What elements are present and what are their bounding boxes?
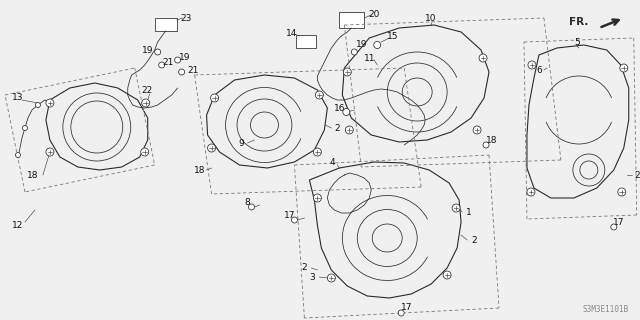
- Text: 10: 10: [426, 13, 437, 22]
- Circle shape: [611, 224, 617, 230]
- Text: 15: 15: [387, 31, 398, 41]
- Text: 18: 18: [194, 165, 205, 174]
- Circle shape: [211, 94, 219, 102]
- Text: 8: 8: [244, 197, 250, 206]
- Circle shape: [343, 108, 350, 116]
- Text: 17: 17: [613, 218, 625, 227]
- Circle shape: [473, 126, 481, 134]
- Text: 18: 18: [486, 135, 498, 145]
- Text: 18: 18: [27, 171, 38, 180]
- Text: 2: 2: [634, 171, 639, 180]
- Circle shape: [443, 271, 451, 279]
- Text: 21: 21: [162, 58, 173, 67]
- Text: 21: 21: [187, 66, 198, 75]
- Circle shape: [374, 42, 381, 49]
- Text: 11: 11: [364, 53, 375, 62]
- Text: 22: 22: [141, 85, 152, 94]
- Circle shape: [159, 62, 164, 68]
- Text: 2: 2: [335, 124, 340, 132]
- Text: FR.: FR.: [570, 17, 589, 27]
- FancyBboxPatch shape: [155, 18, 177, 31]
- Text: 4: 4: [330, 157, 335, 166]
- Circle shape: [291, 217, 298, 223]
- Text: 20: 20: [369, 10, 380, 19]
- Circle shape: [35, 102, 40, 108]
- Circle shape: [327, 274, 335, 282]
- Circle shape: [483, 142, 489, 148]
- Circle shape: [618, 188, 626, 196]
- Circle shape: [620, 64, 628, 72]
- Circle shape: [175, 57, 180, 63]
- Circle shape: [452, 204, 460, 212]
- Text: 2: 2: [471, 236, 477, 244]
- Circle shape: [179, 69, 184, 75]
- FancyBboxPatch shape: [339, 12, 364, 28]
- Circle shape: [141, 148, 148, 156]
- Circle shape: [346, 126, 353, 134]
- Text: 3: 3: [310, 274, 316, 283]
- Circle shape: [527, 188, 535, 196]
- Text: 6: 6: [536, 66, 542, 75]
- Circle shape: [316, 91, 323, 99]
- Circle shape: [22, 125, 28, 131]
- Text: 19: 19: [142, 45, 154, 54]
- Text: 5: 5: [574, 37, 580, 46]
- Text: 9: 9: [239, 139, 244, 148]
- Circle shape: [141, 99, 150, 107]
- Text: 16: 16: [333, 103, 345, 113]
- Text: 1: 1: [466, 207, 472, 217]
- Text: 2: 2: [301, 263, 307, 273]
- Text: 19: 19: [179, 52, 190, 61]
- Text: 13: 13: [12, 92, 24, 101]
- Circle shape: [479, 54, 487, 62]
- Circle shape: [528, 61, 536, 69]
- Circle shape: [46, 148, 54, 156]
- Circle shape: [314, 148, 321, 156]
- Text: 14: 14: [285, 28, 297, 37]
- Circle shape: [398, 310, 404, 316]
- Circle shape: [314, 194, 321, 202]
- Text: S3M3E1101B: S3M3E1101B: [582, 305, 628, 314]
- Circle shape: [15, 153, 20, 157]
- Circle shape: [343, 68, 351, 76]
- Text: 19: 19: [356, 39, 367, 49]
- Text: 17: 17: [401, 303, 413, 313]
- Text: 12: 12: [12, 220, 24, 229]
- Circle shape: [155, 49, 161, 55]
- Text: 17: 17: [284, 211, 295, 220]
- Circle shape: [207, 144, 216, 152]
- Circle shape: [46, 99, 54, 107]
- FancyBboxPatch shape: [296, 35, 316, 48]
- Circle shape: [351, 49, 357, 55]
- Text: 23: 23: [180, 13, 191, 22]
- Circle shape: [248, 204, 255, 210]
